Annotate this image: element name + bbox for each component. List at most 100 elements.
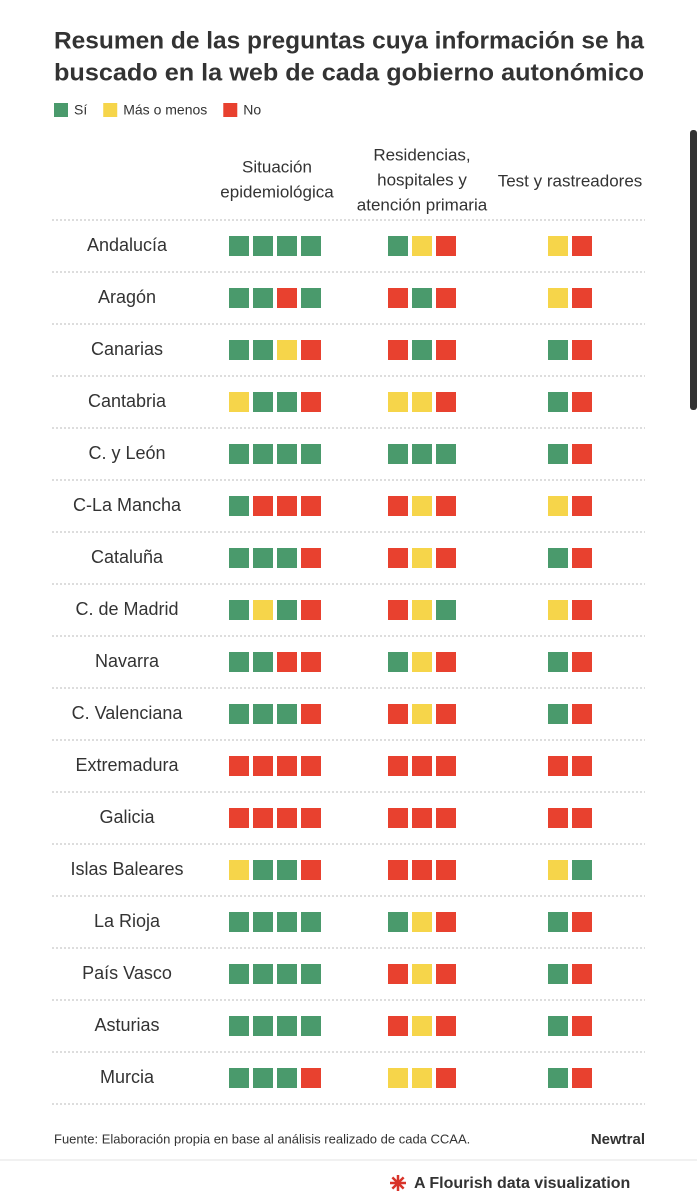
status-square bbox=[277, 860, 297, 880]
status-square bbox=[253, 964, 273, 984]
status-square bbox=[301, 444, 321, 464]
status-square bbox=[412, 652, 432, 672]
status-square bbox=[572, 1016, 592, 1036]
scroll-bar bbox=[690, 130, 697, 410]
status-square bbox=[548, 600, 568, 620]
status-square bbox=[301, 1068, 321, 1088]
status-square bbox=[436, 392, 456, 412]
status-square bbox=[572, 548, 592, 568]
status-square bbox=[277, 652, 297, 672]
status-square bbox=[301, 236, 321, 256]
status-square bbox=[412, 444, 432, 464]
status-square bbox=[548, 1016, 568, 1036]
column-header: atención primaria bbox=[357, 195, 488, 214]
status-square bbox=[229, 236, 249, 256]
status-square bbox=[388, 704, 408, 724]
title: buscado en la web de cada gobierno auton… bbox=[54, 59, 644, 86]
status-square bbox=[412, 496, 432, 516]
status-square bbox=[548, 652, 568, 672]
status-square bbox=[253, 860, 273, 880]
status-square bbox=[412, 600, 432, 620]
status-square bbox=[388, 1016, 408, 1036]
status-square bbox=[436, 964, 456, 984]
status-square bbox=[436, 912, 456, 932]
row-label: Andalucía bbox=[87, 235, 168, 255]
status-square bbox=[229, 444, 249, 464]
flourish-icon bbox=[390, 1175, 406, 1191]
row-label: C-La Mancha bbox=[73, 495, 182, 515]
status-square bbox=[388, 236, 408, 256]
status-square bbox=[301, 964, 321, 984]
status-square bbox=[572, 652, 592, 672]
status-square bbox=[229, 392, 249, 412]
status-square bbox=[548, 288, 568, 308]
status-square bbox=[277, 756, 297, 776]
column-header: hospitales y bbox=[377, 170, 467, 189]
row-label: La Rioja bbox=[94, 911, 161, 931]
status-square bbox=[412, 288, 432, 308]
status-square bbox=[229, 548, 249, 568]
status-square bbox=[388, 392, 408, 412]
credit: A Flourish data visualization bbox=[414, 1175, 630, 1192]
status-square bbox=[548, 548, 568, 568]
status-square bbox=[388, 288, 408, 308]
status-square bbox=[412, 860, 432, 880]
title: Resumen de las preguntas cuya informació… bbox=[54, 27, 645, 54]
status-square bbox=[548, 808, 568, 828]
status-square bbox=[277, 444, 297, 464]
status-square bbox=[388, 964, 408, 984]
status-square bbox=[572, 392, 592, 412]
status-square bbox=[548, 340, 568, 360]
column-header: Test y rastreadores bbox=[498, 171, 643, 190]
status-square bbox=[572, 808, 592, 828]
status-square bbox=[436, 756, 456, 776]
row-label: Extremadura bbox=[75, 755, 179, 775]
status-square bbox=[277, 964, 297, 984]
status-square bbox=[388, 912, 408, 932]
status-square bbox=[277, 548, 297, 568]
status-square bbox=[548, 1068, 568, 1088]
status-square bbox=[253, 704, 273, 724]
row-label: C. Valenciana bbox=[72, 703, 184, 723]
status-square bbox=[253, 392, 273, 412]
status-square bbox=[253, 1016, 273, 1036]
row-label: Aragón bbox=[98, 287, 156, 307]
column-header: epidemiológica bbox=[220, 182, 334, 201]
row-label: C. de Madrid bbox=[75, 599, 178, 619]
status-square bbox=[436, 548, 456, 568]
status-square bbox=[229, 1068, 249, 1088]
status-square bbox=[436, 860, 456, 880]
status-square bbox=[572, 1068, 592, 1088]
status-square bbox=[548, 860, 568, 880]
status-square bbox=[388, 860, 408, 880]
status-square bbox=[572, 340, 592, 360]
status-square bbox=[436, 652, 456, 672]
status-square bbox=[301, 808, 321, 828]
status-square bbox=[229, 340, 249, 360]
status-square bbox=[277, 600, 297, 620]
status-square bbox=[277, 1068, 297, 1088]
status-square bbox=[412, 548, 432, 568]
status-square bbox=[277, 288, 297, 308]
status-square bbox=[548, 496, 568, 516]
icon-ray bbox=[397, 1176, 405, 1184]
status-square bbox=[412, 392, 432, 412]
status-square bbox=[388, 1068, 408, 1088]
brand: Newtral bbox=[591, 1131, 645, 1148]
status-square bbox=[388, 600, 408, 620]
status-square bbox=[436, 496, 456, 516]
status-square bbox=[301, 548, 321, 568]
legend-swatch bbox=[54, 103, 68, 117]
status-square bbox=[229, 652, 249, 672]
status-square bbox=[412, 756, 432, 776]
status-square bbox=[436, 444, 456, 464]
status-square bbox=[253, 808, 273, 828]
status-square bbox=[572, 600, 592, 620]
status-square bbox=[229, 756, 249, 776]
status-square bbox=[301, 860, 321, 880]
legend-label: No bbox=[243, 102, 261, 118]
status-square bbox=[548, 704, 568, 724]
status-square bbox=[388, 496, 408, 516]
status-square bbox=[412, 1068, 432, 1088]
